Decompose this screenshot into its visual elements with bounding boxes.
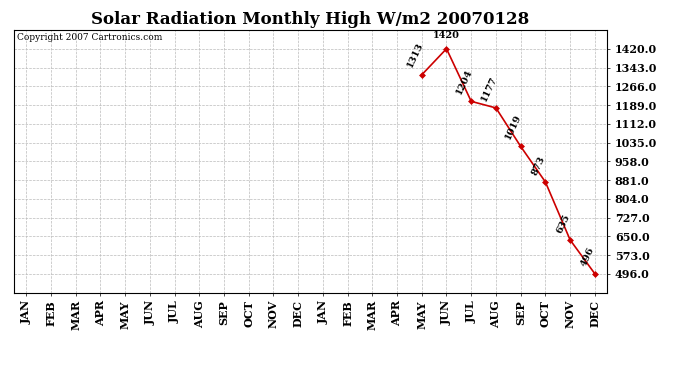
Text: 1313: 1313 [405,41,424,69]
Text: 1177: 1177 [480,74,499,102]
Text: 1204: 1204 [455,68,474,96]
Text: Copyright 2007 Cartronics.com: Copyright 2007 Cartronics.com [17,33,162,42]
Text: 635: 635 [555,212,571,234]
Title: Solar Radiation Monthly High W/m2 20070128: Solar Radiation Monthly High W/m2 200701… [91,12,530,28]
Text: 873: 873 [530,154,546,176]
Text: 496: 496 [580,246,596,268]
Text: 1019: 1019 [504,112,524,141]
Text: 1420: 1420 [433,32,460,40]
